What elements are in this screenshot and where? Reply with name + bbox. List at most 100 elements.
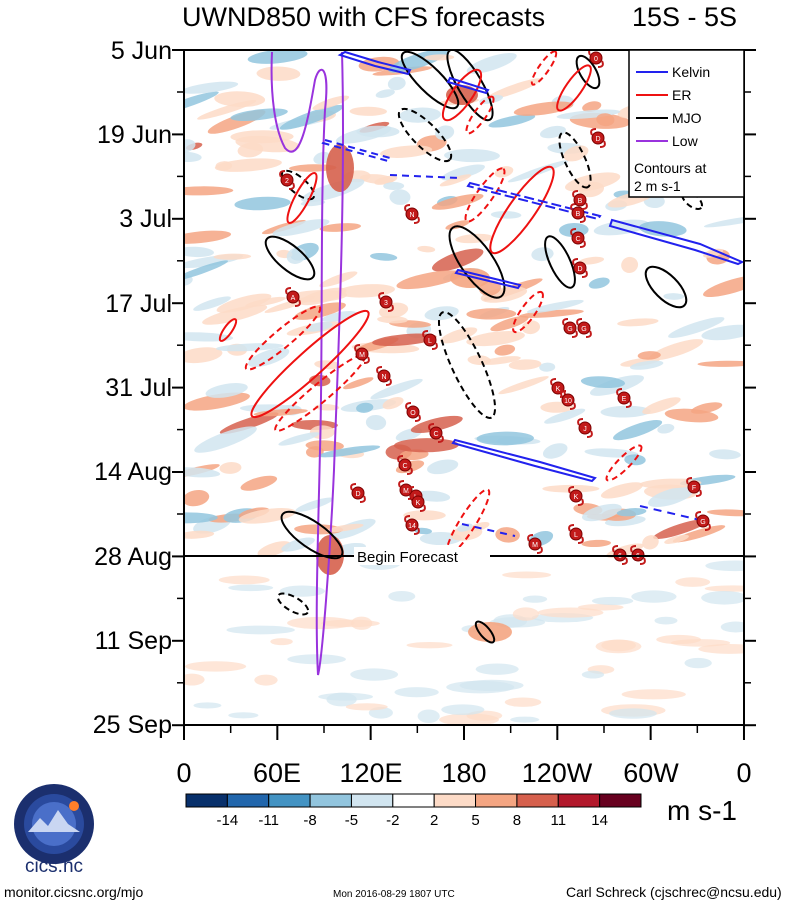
colorbar-swatch	[309, 793, 352, 808]
svg-text:K: K	[416, 500, 421, 507]
storm-symbol: N	[404, 204, 420, 224]
svg-text:E: E	[622, 396, 627, 403]
legend-note-line1: Contours at	[634, 160, 706, 176]
colorbar	[185, 793, 642, 808]
y-tick-label: 3 Jul	[119, 205, 172, 233]
y-tick-label: 11 Sep	[94, 627, 172, 655]
svg-text:ER: ER	[672, 87, 691, 103]
svg-text:D: D	[595, 136, 600, 143]
storm-symbol: 2	[279, 170, 295, 190]
y-tick-label: 25 Sep	[92, 711, 172, 739]
chart-latitude-band: 15S - 5S	[632, 2, 738, 32]
svg-text:M: M	[403, 488, 409, 495]
x-tick-label: 0	[176, 758, 192, 788]
y-tick-label: 5 Jun	[110, 37, 172, 65]
y-tick-label: 31 Jul	[105, 374, 172, 402]
legend-note-line2: 2 m s-1	[634, 178, 681, 194]
colorbar-level-label: 11	[550, 812, 567, 829]
storm-symbol: G	[695, 511, 711, 531]
storm-symbol: D	[572, 258, 588, 278]
svg-text:A: A	[291, 295, 296, 302]
colorbar-level-label: 5	[471, 812, 480, 829]
mjo-contour	[400, 50, 460, 110]
svg-text:MJO: MJO	[672, 110, 702, 126]
storm-symbol: D	[590, 128, 606, 148]
colorbar-swatch	[226, 793, 270, 808]
colorbar-swatch	[268, 793, 311, 808]
colorbar-swatch	[392, 793, 435, 808]
svg-text:N: N	[381, 374, 386, 381]
x-tick-label: 180	[441, 758, 487, 788]
cics-logo: cics.nc	[14, 784, 94, 876]
begin-forecast-label: Begin Forecast	[357, 549, 459, 566]
storm-symbol: 3	[378, 292, 394, 312]
svg-text:10: 10	[564, 398, 572, 405]
y-tick-label: 14 Aug	[94, 458, 172, 486]
mjo-contour	[474, 620, 496, 644]
storm-symbol: G	[576, 318, 592, 338]
x-tick-label: 60W	[623, 758, 679, 788]
colorbar-swatch	[599, 793, 642, 808]
svg-text:K: K	[574, 494, 579, 501]
svg-text:M: M	[359, 352, 365, 359]
storm-symbol: F	[686, 477, 702, 497]
storm-symbol: M	[398, 480, 414, 500]
mjo-contour	[575, 54, 601, 90]
svg-text:J: J	[583, 426, 587, 433]
storm-symbol: C	[428, 423, 444, 443]
logo-text: cics.nc	[25, 856, 83, 876]
y-tick-label: 17 Jul	[105, 290, 172, 318]
svg-text:O: O	[410, 410, 416, 417]
mjo-contour	[644, 265, 688, 309]
svg-text:G: G	[700, 519, 705, 526]
storm-symbol: C	[397, 455, 413, 475]
svg-text:G: G	[567, 326, 572, 333]
svg-text:D: D	[577, 266, 582, 273]
colorbar-level-label: -11	[258, 812, 280, 829]
colorbar-level-label: 14	[591, 812, 608, 829]
storm-symbol: L	[422, 330, 438, 350]
svg-text:C: C	[575, 236, 580, 243]
svg-text:M: M	[532, 542, 538, 549]
colorbar-level-label: -8	[303, 812, 317, 829]
footer-center: Mon 2016-08-29 1807 UTC	[333, 889, 455, 900]
colorbar-swatch	[557, 793, 601, 808]
colorbar-swatch	[516, 793, 559, 808]
svg-text:L: L	[428, 338, 432, 345]
y-tick-label: 28 Aug	[94, 543, 172, 571]
storm-symbol: B	[572, 190, 588, 210]
mjo-contour	[264, 235, 316, 281]
colorbar-level-label: -14	[216, 812, 239, 829]
svg-text:L: L	[574, 532, 578, 539]
svg-text:F: F	[692, 485, 696, 492]
storm-symbol: G	[562, 318, 578, 338]
svg-text:D: D	[355, 491, 360, 498]
svg-text:Low: Low	[672, 133, 699, 149]
colorbar-level-label: 2	[430, 812, 439, 829]
colorbar-level-label: -2	[386, 812, 400, 829]
storm-symbol: A	[285, 287, 301, 307]
svg-text:14: 14	[408, 523, 416, 530]
svg-text:G: G	[581, 326, 586, 333]
kelvin-contours	[321, 50, 744, 537]
svg-text:K: K	[556, 386, 561, 393]
legend-entry: Low	[636, 133, 699, 149]
storm-symbol: M	[354, 344, 370, 364]
colorbar-swatch	[433, 793, 477, 808]
axis-ticks	[172, 49, 756, 740]
chart-title: UWND850 with CFS forecasts	[182, 2, 546, 32]
svg-text:2: 2	[285, 178, 289, 185]
x-tick-label: 0	[736, 758, 752, 788]
svg-text:C: C	[402, 463, 407, 470]
storm-symbol: 10	[560, 390, 576, 410]
colorbar-swatch	[350, 793, 394, 808]
storm-symbol: E	[616, 388, 632, 408]
mjo-contour	[544, 235, 576, 289]
legend-entry: MJO	[636, 110, 702, 126]
storm-symbol: 14	[404, 515, 420, 535]
colorbar-level-label: 8	[512, 812, 522, 829]
colorbar-swatch	[475, 793, 518, 808]
storm-symbol: K	[568, 486, 584, 506]
y-tick-label: 19 Jun	[96, 121, 172, 149]
